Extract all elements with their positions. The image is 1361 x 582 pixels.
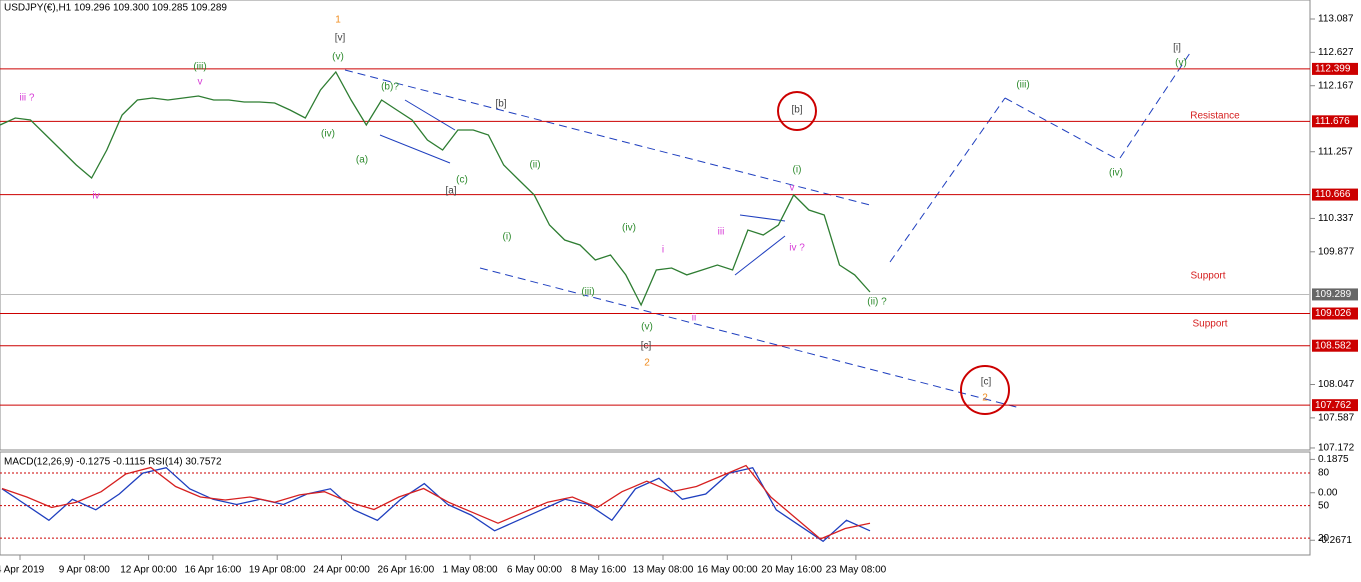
wave-label: (v)	[332, 52, 344, 63]
x-tick-label: 24 Apr 00:00	[313, 565, 370, 576]
y-tick-label: 111.257	[1318, 146, 1353, 157]
wave-label: (i)	[793, 165, 802, 176]
level-label: 107.762	[1315, 400, 1352, 411]
channel-lines	[344, 49, 1193, 409]
wave-label: Resistance	[1190, 111, 1240, 122]
wave-label: 1	[335, 15, 341, 26]
x-tick-label: 12 Apr 00:00	[120, 565, 177, 576]
y-tick-label: 112.167	[1318, 80, 1354, 91]
level-label: 109.026	[1315, 308, 1352, 319]
wave-label: iv ?	[789, 243, 805, 254]
x-tick-label: 16 May 00:00	[697, 565, 758, 576]
wedge-lines	[379, 99, 786, 276]
wave-label: 2	[644, 358, 650, 369]
level-box	[1312, 307, 1358, 320]
wave-label: (v)	[1175, 58, 1187, 69]
wave-label: iv	[92, 191, 99, 202]
x-tick-label: 9 Apr 08:00	[59, 565, 111, 576]
x-tick-label: 1 May 08:00	[443, 565, 498, 576]
level-box	[1312, 188, 1358, 201]
indicator-line	[1, 466, 871, 543]
y-tick-label: 113.087	[1318, 14, 1354, 25]
y2-tick-label: 80	[1318, 468, 1330, 479]
x-tick-label: 19 Apr 08:00	[249, 565, 306, 576]
wave-label: [c]	[641, 341, 652, 352]
y-tick-label: 0.00	[1318, 487, 1338, 498]
y-tick-label: 108.047	[1318, 379, 1355, 390]
wave-label: (iii)	[193, 62, 206, 73]
chart-header: USDJPY(€),H1 109.296 109.300 109.285 109…	[4, 3, 227, 14]
wave-label: (a)	[356, 155, 368, 166]
y-tick-label: -0.2671	[1318, 535, 1352, 546]
wave-label: [b]	[495, 99, 506, 110]
level-label: 111.676	[1315, 116, 1350, 127]
level-box	[1312, 339, 1358, 352]
wave-label: [v]	[335, 33, 346, 44]
x-tick-label: 26 Apr 16:00	[377, 565, 434, 576]
level-box	[1312, 399, 1358, 412]
level-label: 108.582	[1315, 340, 1352, 351]
current-price-box	[1312, 288, 1358, 301]
wave-label: (iii)	[1016, 80, 1029, 91]
indicator-frame	[0, 451, 1311, 556]
indicator-line	[1, 464, 871, 540]
wave-label: iii ?	[19, 93, 34, 104]
wave-label: ii	[692, 313, 696, 324]
circle-marker	[960, 365, 1010, 415]
wave-label: (ii)	[529, 160, 540, 171]
x-tick-label: 16 Apr 16:00	[185, 565, 242, 576]
wave-label: (b)?	[381, 82, 399, 93]
price-line	[0, 70, 871, 307]
wave-label: (ii) ?	[867, 297, 887, 308]
main-frame	[0, 0, 1311, 451]
x-tick-label: 4 Apr 2019	[0, 565, 45, 576]
x-tick-label: 8 May 16:00	[571, 565, 626, 576]
wave-label: 2	[982, 393, 988, 404]
wave-label: (iv)	[1109, 168, 1123, 179]
wave-label: Support	[1192, 319, 1227, 330]
wave-label: i	[662, 245, 664, 256]
current-price-label: 109.289	[1315, 289, 1352, 300]
x-tick-label: 23 May 08:00	[826, 565, 887, 576]
level-box	[1312, 62, 1358, 75]
wave-label: (iii)	[581, 287, 594, 298]
x-tick-label: 20 May 16:00	[761, 565, 822, 576]
wave-label: v	[198, 77, 203, 88]
wave-label: (iv)	[622, 223, 636, 234]
wave-label: Support	[1190, 271, 1225, 282]
wave-label: [b]	[791, 105, 802, 116]
y-tick-label: 0.1875	[1318, 454, 1349, 465]
wave-label: [a]	[445, 186, 456, 197]
y2-tick-label: 20	[1318, 533, 1330, 544]
y2-tick-label: 50	[1318, 500, 1330, 511]
wave-label: [c]	[981, 377, 992, 388]
x-tick-label: 6 May 00:00	[507, 565, 562, 576]
level-box	[1312, 115, 1358, 128]
wave-label: (v)	[641, 322, 653, 333]
wave-label: [i]	[1173, 43, 1181, 54]
wave-label: iii	[718, 227, 725, 238]
wave-label: (i)	[503, 232, 512, 243]
y-tick-label: 109.877	[1318, 246, 1355, 257]
wave-label: (c)	[456, 175, 468, 186]
level-label: 110.666	[1315, 189, 1351, 200]
y-tick-label: 107.587	[1318, 413, 1355, 424]
y-tick-label: 112.627	[1318, 47, 1354, 58]
wave-label: v	[790, 183, 795, 194]
y-tick-label: 107.172	[1318, 443, 1355, 454]
y-tick-label: 110.337	[1318, 213, 1354, 224]
x-tick-label: 13 May 08:00	[633, 565, 694, 576]
level-label: 112.399	[1315, 64, 1351, 75]
indicator-header: MACD(12,26,9) -0.1275 -0.1115 RSI(14) 30…	[4, 457, 222, 468]
circle-marker	[777, 91, 817, 131]
wave-label: (iv)	[321, 129, 335, 140]
